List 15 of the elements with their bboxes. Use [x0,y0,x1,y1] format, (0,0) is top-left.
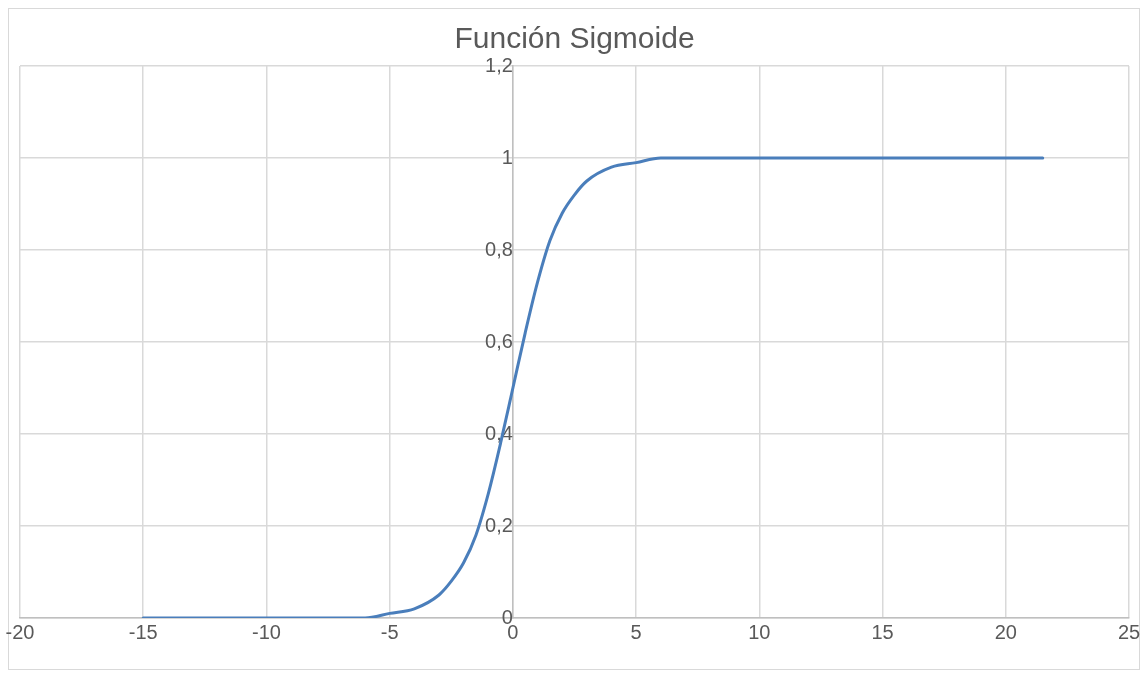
chart-title: Función Sigmoide [454,21,695,55]
x-tick-label: 15 [871,620,894,643]
x-tick-label: 20 [994,620,1017,643]
x-tick-label: 10 [748,620,771,643]
y-tick-label: 0,6 [485,329,513,352]
x-tick-label: -20 [5,620,35,643]
y-tick-label: 0,2 [485,513,513,536]
x-tick-label: 25 [1117,620,1141,643]
x-tick-label: -5 [380,620,399,643]
y-tick-label: 1 [501,145,513,168]
x-tick-label: 5 [630,620,642,643]
x-tick-label: -10 [251,620,281,643]
y-tick-label: 0,8 [485,237,513,260]
y-tick-label: 1,2 [485,53,513,76]
x-tick-label: -15 [128,620,158,643]
